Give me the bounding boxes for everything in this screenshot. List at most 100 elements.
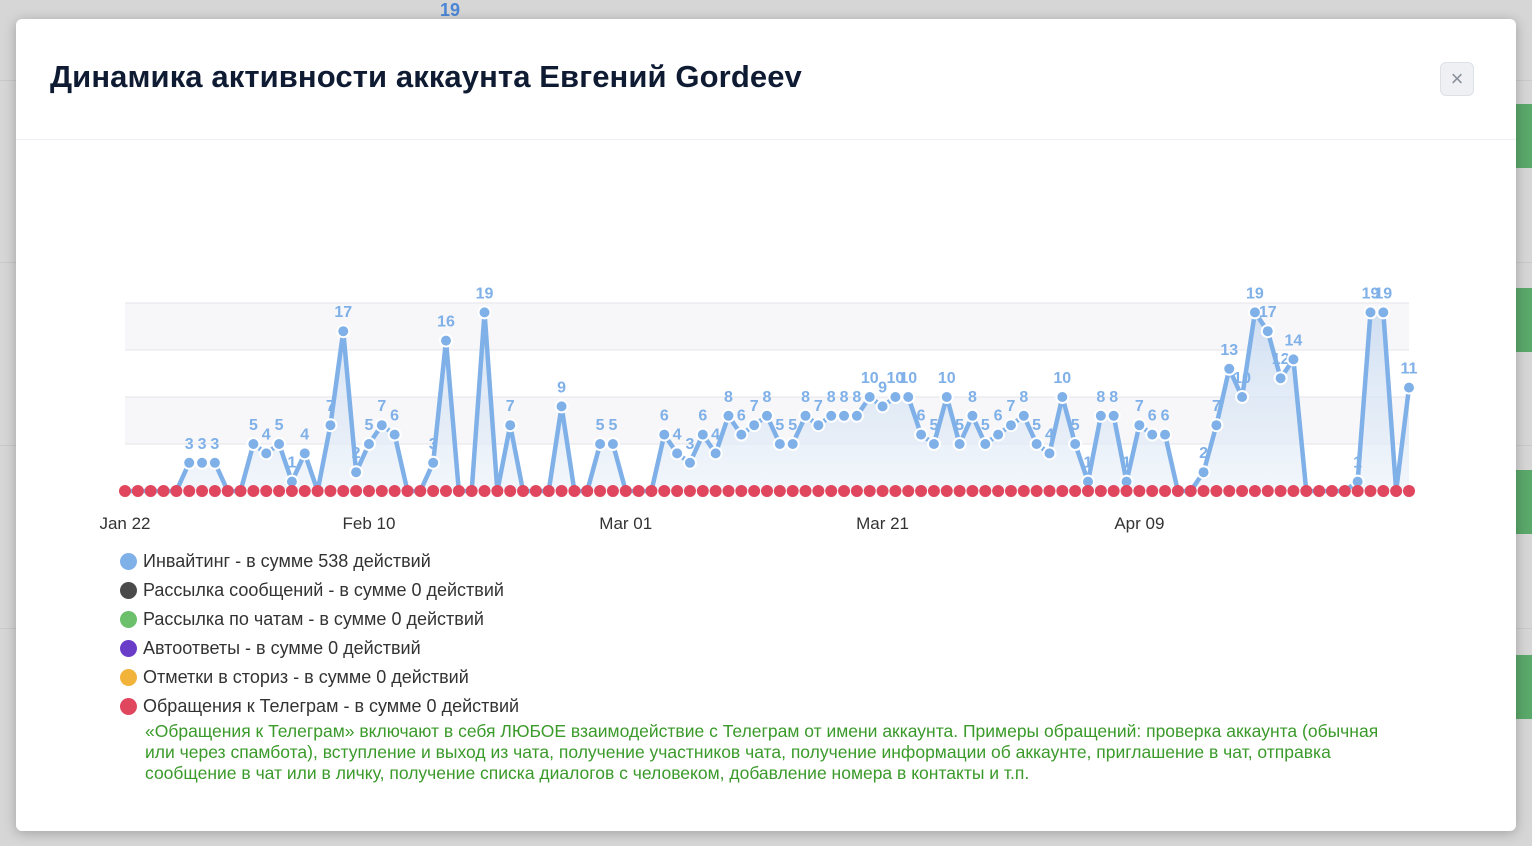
legend-label: Рассылка сообщений - в сумме 0 действий <box>143 580 504 600</box>
telegram-requests-point <box>529 485 542 497</box>
telegram-requests-point <box>1351 485 1364 497</box>
legend-color-dot <box>120 611 137 628</box>
data-label: 19 <box>476 285 494 302</box>
telegram-requests-point <box>1236 485 1249 497</box>
telegram-requests-point <box>1300 485 1313 497</box>
data-point <box>351 467 362 478</box>
data-label: 7 <box>326 398 335 415</box>
data-point <box>248 439 259 449</box>
telegram-requests-point <box>927 485 940 497</box>
data-point <box>659 429 670 440</box>
telegram-requests-point <box>1069 485 1082 497</box>
telegram-requests-point <box>709 485 722 497</box>
telegram-requests-point <box>979 485 992 497</box>
legend-color-dot <box>120 669 137 686</box>
background-green-strip <box>1514 655 1532 719</box>
telegram-requests-point <box>362 485 375 497</box>
telegram-requests-point <box>1197 485 1210 497</box>
telegram-requests-point <box>825 485 838 497</box>
data-label: 8 <box>1109 389 1118 406</box>
telegram-requests-point <box>427 485 440 497</box>
telegram-requests-point <box>992 485 1005 497</box>
data-point <box>710 448 721 459</box>
data-label: 19 <box>1246 285 1264 302</box>
background-green-strip <box>1514 470 1532 534</box>
telegram-requests-point <box>375 485 388 497</box>
data-point <box>684 457 695 468</box>
telegram-requests-point <box>273 485 286 497</box>
data-label: 8 <box>763 389 772 406</box>
data-label: 6 <box>1161 408 1170 425</box>
data-point <box>1198 467 1209 478</box>
telegram-requests-point <box>1364 485 1377 497</box>
data-label: 2 <box>1199 445 1208 462</box>
data-label: 1 <box>1122 455 1131 472</box>
legend-color-dot <box>120 553 137 570</box>
data-point <box>723 410 734 421</box>
data-label: 10 <box>1233 370 1251 387</box>
data-label: 2 <box>352 445 361 462</box>
data-point <box>1224 363 1235 374</box>
modal-title: Динамика активности аккаунта Евгений Gor… <box>50 59 802 94</box>
data-label: 8 <box>852 389 861 406</box>
data-point <box>890 392 901 402</box>
telegram-requests-point <box>915 485 928 497</box>
data-point <box>1147 429 1158 440</box>
background-green-strip <box>1514 104 1532 168</box>
data-point <box>1108 410 1119 421</box>
plot-band <box>125 303 1409 350</box>
telegram-requests-point <box>1338 485 1351 497</box>
legend-label: Автоответы - в сумме 0 действий <box>143 638 421 658</box>
data-label: 9 <box>878 379 887 396</box>
data-label: 16 <box>437 314 455 331</box>
telegram-requests-note: «Обращения к Телеграм» включают в себя Л… <box>145 721 1379 783</box>
legend-color-dot <box>120 698 137 715</box>
data-point <box>209 457 220 468</box>
data-label: 1 <box>1353 455 1362 472</box>
data-point <box>286 476 297 487</box>
modal-header: Динамика активности аккаунта Евгений Gor… <box>16 19 1516 140</box>
telegram-requests-point <box>1223 485 1236 497</box>
data-label: 5 <box>1071 417 1080 434</box>
telegram-requests-point <box>683 485 696 497</box>
data-point <box>1275 373 1286 384</box>
data-point <box>363 439 374 449</box>
telegram-requests-point <box>183 485 196 497</box>
data-label: 5 <box>788 417 797 434</box>
data-label: 6 <box>994 408 1003 425</box>
x-tick-label: Mar 01 <box>599 514 652 533</box>
data-label: 6 <box>660 408 669 425</box>
close-button[interactable]: × <box>1440 62 1474 96</box>
data-label: 8 <box>827 389 836 406</box>
telegram-requests-point <box>1004 485 1017 497</box>
data-label: 13 <box>1220 342 1238 359</box>
data-label: 5 <box>955 417 964 434</box>
telegram-requests-point <box>619 485 632 497</box>
data-point <box>903 392 914 402</box>
data-label: 6 <box>390 408 399 425</box>
telegram-requests-point <box>1056 485 1069 497</box>
background-green-strip <box>1514 288 1532 352</box>
data-point <box>607 439 618 449</box>
data-label: 5 <box>929 417 938 434</box>
data-point <box>441 335 451 346</box>
telegram-requests-point <box>850 485 863 497</box>
telegram-requests-point <box>1287 485 1300 497</box>
data-point <box>274 439 285 449</box>
data-point <box>1005 420 1016 431</box>
x-tick-label: Feb 10 <box>342 514 395 533</box>
telegram-requests-point <box>1107 485 1120 497</box>
data-label: 10 <box>899 370 917 387</box>
telegram-requests-point <box>350 485 363 497</box>
data-point <box>1070 439 1081 449</box>
telegram-requests-point <box>1030 485 1043 497</box>
telegram-requests-point <box>902 485 915 497</box>
telegram-requests-point <box>221 485 234 497</box>
data-point <box>774 439 785 449</box>
legend-label: Отметки в сториз - в сумме 0 действий <box>143 667 469 687</box>
data-point <box>787 439 798 449</box>
data-label: 8 <box>801 389 810 406</box>
telegram-requests-point <box>491 485 504 497</box>
telegram-requests-point <box>196 485 209 497</box>
data-label: 19 <box>1374 285 1392 302</box>
